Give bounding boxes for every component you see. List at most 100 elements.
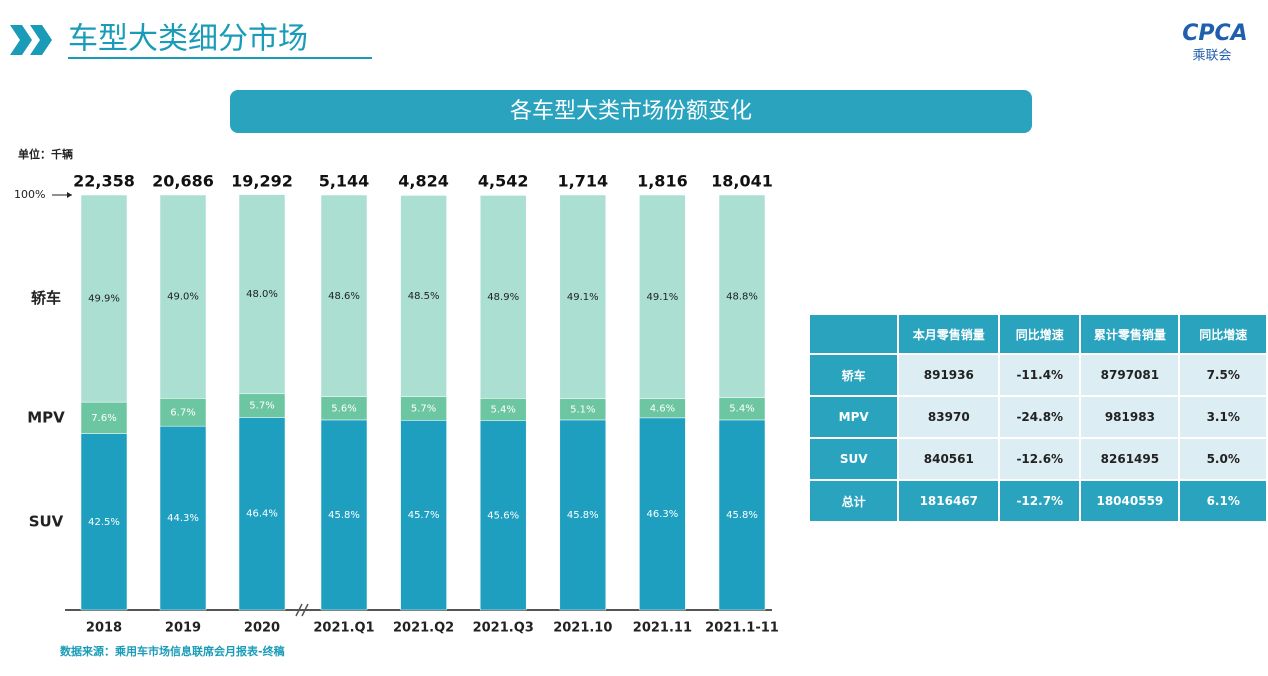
value-label: 48.8% <box>726 291 758 302</box>
bar-segment <box>400 420 447 611</box>
series-label: 轿车 <box>31 289 61 307</box>
total-label: 1,714 <box>557 172 608 191</box>
table-cell: 5.0% <box>1178 437 1268 481</box>
table-row: SUV 840561 -12.6% 8261495 5.0% <box>807 437 1268 481</box>
value-label: 45.8% <box>328 510 360 521</box>
x-tick-label: 2021.Q1 <box>313 621 374 636</box>
row-header: MPV <box>807 395 900 439</box>
value-label: 5.1% <box>570 404 595 415</box>
value-label: 46.3% <box>647 509 679 520</box>
bar-segment <box>80 433 128 611</box>
bar-segment <box>479 420 527 611</box>
x-tick-label: 2019 <box>165 621 201 636</box>
total-label: 20,686 <box>152 172 214 191</box>
table-row: 轿车 891936 -11.4% 8797081 7.5% <box>807 353 1268 397</box>
total-label: 4,542 <box>478 172 529 191</box>
table-cell: 18040559 <box>1079 479 1181 523</box>
x-tick-label: 2018 <box>86 621 122 636</box>
bar-segment <box>718 419 766 611</box>
table-cell: 8797081 <box>1079 353 1181 397</box>
row-header: 总计 <box>807 479 900 523</box>
value-label: 48.5% <box>408 291 440 302</box>
column-header: 本月零售销量 <box>897 313 1001 355</box>
value-label: 5.6% <box>331 403 356 414</box>
table-cell: 83970 <box>897 395 1001 439</box>
table-header-row: 本月零售销量 同比增速 累计零售销量 同比增速 <box>807 313 1268 355</box>
value-label: 45.8% <box>567 510 599 521</box>
table-cell: 981983 <box>1079 395 1181 439</box>
total-label: 5,144 <box>319 172 370 191</box>
table-row: 总计 1816467 -12.7% 18040559 6.1% <box>807 479 1268 523</box>
x-tick-label: 2021.Q3 <box>473 621 534 636</box>
total-label: 19,292 <box>231 172 293 191</box>
table-row: MPV 83970 -24.8% 981983 3.1% <box>807 395 1268 439</box>
table-cell: -12.6% <box>998 437 1082 481</box>
value-label: 7.6% <box>91 413 116 424</box>
bar-segment <box>320 194 368 397</box>
bar-segment <box>238 194 286 395</box>
chart-title: 各车型大类市场份额变化 <box>510 99 752 124</box>
x-tick-label: 2021.11 <box>633 621 692 636</box>
x-tick-label: 2021.Q2 <box>393 621 454 636</box>
value-label: 6.7% <box>170 407 195 418</box>
table-cell: 7.5% <box>1178 353 1268 397</box>
row-header: SUV <box>807 437 900 481</box>
bar-segment <box>400 195 447 397</box>
bar-segment <box>320 419 368 611</box>
bar-segment <box>80 194 128 403</box>
table-cell: -12.7% <box>998 479 1082 523</box>
table-cell: 891936 <box>897 353 1001 397</box>
value-label: 5.4% <box>729 404 754 415</box>
value-label: 42.5% <box>88 517 120 528</box>
bar-segment <box>639 417 686 611</box>
value-label: 45.8% <box>726 510 758 521</box>
table-cell: -11.4% <box>998 353 1082 397</box>
source: 数据来源：乘用车市场信息联席会月报表-终稿 <box>60 644 285 658</box>
table-cell: 8261495 <box>1079 437 1181 481</box>
value-label: 5.7% <box>249 401 274 412</box>
column-header: 同比增速 <box>1178 313 1268 355</box>
x-tick-label: 2021.1-11 <box>705 621 779 636</box>
corner-cell <box>807 313 900 355</box>
value-label: 48.9% <box>487 292 519 303</box>
bar-segment <box>159 398 207 427</box>
x-tick-label: 2020 <box>244 621 280 636</box>
value-label: 49.9% <box>88 294 120 305</box>
value-label: 46.4% <box>246 509 278 520</box>
bar-segment <box>718 194 766 398</box>
y-tick-label: 100% <box>14 188 45 201</box>
total-label: 4,824 <box>398 172 449 191</box>
bar-segment <box>159 425 207 611</box>
chevron-icon <box>10 25 52 55</box>
table-cell: 840561 <box>897 437 1001 481</box>
page-title: 车型大类细分市场 <box>68 22 308 57</box>
total-label: 18,041 <box>711 172 773 191</box>
sales-table: 本月零售销量 同比增速 累计零售销量 同比增速 轿车 891936 -11.4% 879708… <box>807 313 1268 523</box>
logo: CPCA <box>1182 21 1247 46</box>
value-label: 48.6% <box>328 291 360 302</box>
bar-segment <box>559 419 607 611</box>
row-header: 轿车 <box>807 353 900 397</box>
x-tick-label: 2021.10 <box>553 621 612 636</box>
unit-label: 单位：千辆 <box>18 147 73 161</box>
table-cell: -24.8% <box>998 395 1082 439</box>
series-label: MPV <box>27 408 65 426</box>
table-cell: 3.1% <box>1178 395 1268 439</box>
value-label: 5.7% <box>411 404 436 415</box>
value-label: 45.6% <box>487 510 519 521</box>
column-header: 同比增速 <box>998 313 1082 355</box>
value-label: 48.0% <box>246 289 278 300</box>
bar-segment <box>479 195 527 399</box>
table-cell: 1816467 <box>897 479 1001 523</box>
bar-segment <box>238 417 286 611</box>
bar-segment <box>159 194 207 399</box>
table-cell: 6.1% <box>1178 479 1268 523</box>
value-label: 49.0% <box>167 292 199 303</box>
bar-segment <box>639 194 686 400</box>
value-label: 5.4% <box>490 405 515 416</box>
bar-segment <box>559 194 607 400</box>
value-label: 4.6% <box>650 403 675 414</box>
value-label: 49.1% <box>567 292 599 303</box>
